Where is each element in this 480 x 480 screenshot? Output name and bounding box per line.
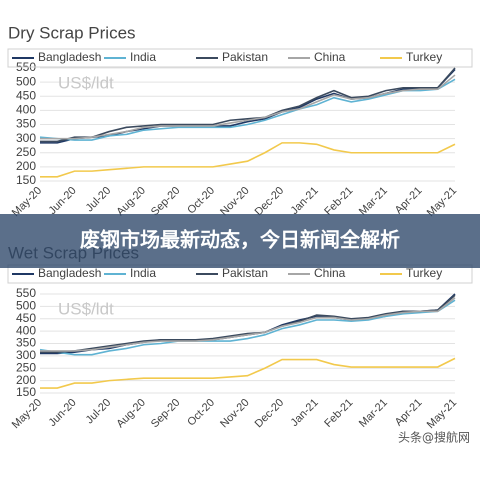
banner-bg <box>0 214 480 268</box>
y-tick-label: 350 <box>16 336 36 350</box>
chart-title: Dry Scrap Prices <box>8 23 136 42</box>
y-tick-label: 250 <box>16 360 36 374</box>
legend-label: Pakistan <box>222 50 268 64</box>
series-line <box>40 357 456 389</box>
series-line <box>40 142 456 178</box>
series-line <box>40 74 456 140</box>
y-tick-label: 400 <box>16 103 36 117</box>
series-line <box>40 67 456 143</box>
series-line <box>39 78 456 141</box>
legend-label: Bangladesh <box>38 50 101 64</box>
y-tick-label: 350 <box>16 117 36 131</box>
legend-label: India <box>130 266 156 280</box>
banner-text: 废钢市场最新动态，今日新闻全解析 <box>80 228 400 252</box>
legend-label: India <box>130 50 156 64</box>
y-tick-label: 500 <box>16 299 36 313</box>
y-tick-label: 300 <box>16 131 36 145</box>
overlay: 废钢市场最新动态，今日新闻全解析 头条@搜航网 <box>0 214 480 445</box>
legend-box <box>7 48 473 68</box>
y-tick-label: 200 <box>16 159 36 173</box>
y-tick-label: 300 <box>16 348 36 362</box>
y-tick-label: 250 <box>16 145 36 159</box>
y-tick-label: 200 <box>16 373 36 387</box>
y-tick-label: 500 <box>16 74 36 88</box>
legend-label: China <box>314 50 346 64</box>
y-tick-label: 400 <box>16 323 36 337</box>
series-line <box>40 294 456 353</box>
legend-label: China <box>314 266 346 280</box>
y-tick-label: 450 <box>16 311 36 325</box>
annotation: US$/ldt <box>58 73 114 92</box>
series-line <box>39 299 456 356</box>
y-tick-label: 450 <box>16 88 36 102</box>
legend-label: Pakistan <box>222 266 268 280</box>
legend-label: Turkey <box>406 50 442 64</box>
annotation: US$/ldt <box>58 299 114 318</box>
y-tick-label: 150 <box>16 173 36 187</box>
y-tick-label: 150 <box>16 385 36 399</box>
series-line <box>40 297 456 352</box>
legend-label: Turkey <box>406 266 442 280</box>
legend-label: Bangladesh <box>38 266 101 280</box>
watermark: 头条@搜航网 <box>398 430 470 445</box>
y-tick-label: 550 <box>16 286 36 300</box>
